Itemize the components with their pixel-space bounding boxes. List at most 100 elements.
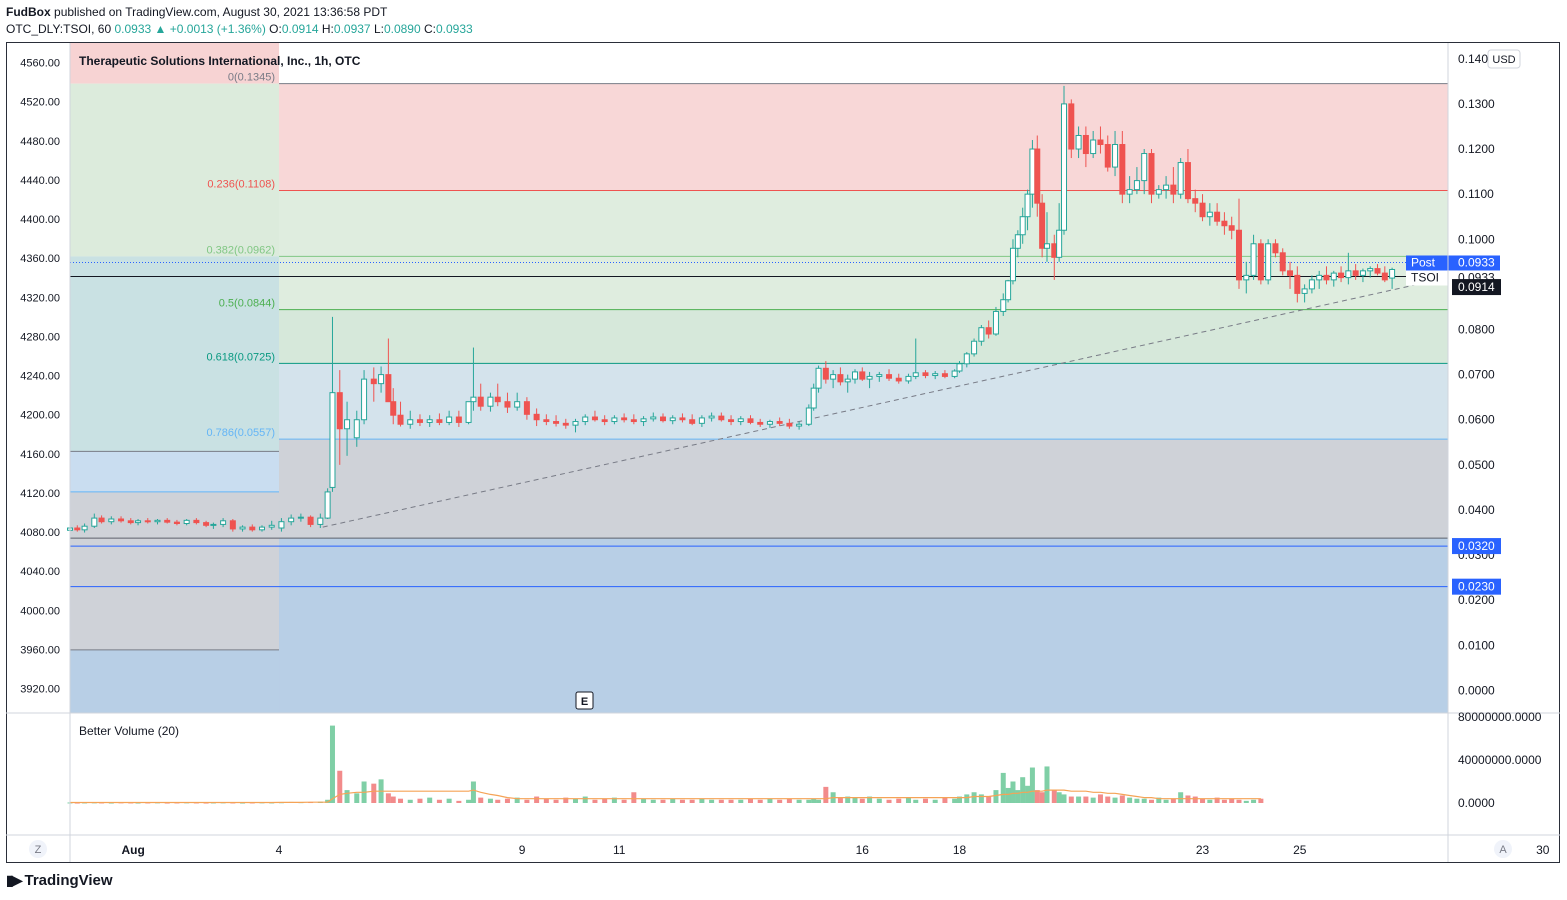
publisher-name[interactable]: FudBox	[6, 5, 51, 19]
candle-body	[1039, 202, 1046, 249]
candles	[67, 85, 1396, 533]
auto-scale-button[interactable]: A	[1494, 840, 1512, 858]
volume-bar	[689, 799, 695, 803]
high-value: 0.0937	[333, 22, 371, 36]
support-label-box	[1452, 538, 1501, 555]
candle-body	[416, 419, 423, 423]
left-price-axis[interactable]: 4560.00 4520.00 4480.00 4440.00 4400.00 4360.…	[20, 58, 60, 696]
right-axis-tick: 0.1100	[1458, 187, 1494, 201]
earnings-marker[interactable]: E	[575, 691, 594, 710]
candle-body	[1075, 134, 1082, 150]
volume-axis-tick: 80000000.0000	[1458, 710, 1542, 724]
candle-body	[572, 421, 579, 426]
auto-scale-letter: A	[1499, 844, 1507, 856]
volume-bar	[1141, 798, 1147, 803]
candle-body	[268, 524, 275, 528]
candle-body	[258, 526, 265, 531]
candle-body	[1082, 134, 1089, 155]
left-axis-tick: 4200.00	[20, 410, 60, 422]
candle-body	[1367, 268, 1374, 272]
volume-bar	[806, 799, 812, 803]
tradingview-mark-icon: ▮▶	[6, 872, 23, 888]
candle-body	[1250, 243, 1257, 276]
time-axis-tick: 4	[276, 843, 283, 857]
volume-bar	[1258, 798, 1264, 803]
candle-body	[611, 417, 618, 423]
candle-body	[1272, 243, 1279, 254]
currency-button[interactable]: USD	[1487, 49, 1521, 69]
candle-body	[1090, 139, 1097, 155]
candle-body	[514, 401, 521, 408]
right-axis-tick: 0.0500	[1458, 458, 1495, 472]
volume-bar	[747, 798, 753, 803]
fib-zone-previous	[70, 491, 280, 650]
candle-body	[426, 419, 433, 423]
close-label-box	[1452, 279, 1501, 296]
symbol-legend: OTC_DLY:TSOI, 60 0.0933 ▲ +0.0013 (+1.36…	[6, 22, 473, 36]
candle-body	[118, 518, 125, 522]
fib-zone-previous	[70, 649, 280, 713]
log-scale-button[interactable]: Z	[29, 840, 47, 858]
volume-bar	[543, 798, 549, 803]
right-price-axis[interactable]: 0.14000.13000.12000.11000.10000.09000.08…	[1458, 52, 1495, 698]
volume-bar	[436, 799, 442, 803]
candle-body	[679, 417, 686, 421]
trendline[interactable]	[322, 277, 1449, 528]
candle-body	[1068, 103, 1075, 150]
volume-bar	[1178, 792, 1184, 803]
candle-body	[822, 367, 829, 380]
candle-body	[985, 327, 992, 335]
post-label-name: Post	[1411, 255, 1436, 269]
volume-bar	[470, 781, 476, 803]
volume-pane	[67, 725, 1264, 804]
fib-level-label: 0.236(0.1108)	[207, 179, 275, 191]
time-axis-tick: Aug	[122, 843, 145, 857]
candle-body	[436, 419, 443, 423]
time-axis[interactable]: Aug49111618232530Sep7	[122, 843, 1567, 857]
fib-level-label: 0.5(0.0844)	[219, 298, 275, 310]
candle-body	[963, 353, 970, 365]
candle-body	[601, 419, 608, 423]
volume-bar	[1214, 797, 1220, 803]
volume-bar	[1156, 797, 1162, 803]
candle-body	[239, 526, 246, 530]
candle-body	[144, 520, 151, 523]
candle-body	[1014, 234, 1021, 249]
candle-body	[630, 419, 637, 423]
time-axis-tick: 11	[613, 843, 626, 857]
candle-body	[1214, 211, 1221, 222]
volume-bar	[1163, 799, 1169, 803]
fib-zone-previous	[70, 83, 280, 257]
volume-bar	[611, 797, 617, 803]
candle-body	[108, 518, 115, 523]
volume-bar	[876, 798, 882, 803]
left-axis-tick: 4520.00	[20, 97, 60, 109]
tradingview-logo[interactable]: ▮▶ TradingView	[6, 872, 113, 889]
last-price: 0.0933	[114, 22, 152, 36]
post-label-box	[1406, 255, 1500, 271]
low-label: L:	[373, 22, 384, 36]
candle-body	[487, 396, 494, 407]
left-axis-tick: 4120.00	[20, 488, 60, 500]
candle-body	[455, 416, 462, 423]
candle-body	[922, 372, 929, 377]
candle-body	[465, 401, 472, 423]
candle-body	[1005, 280, 1012, 301]
candle-body	[1177, 162, 1184, 195]
candle-body	[1148, 153, 1155, 195]
candle-body	[1170, 184, 1177, 195]
candle-body	[324, 491, 331, 519]
volume-bar	[845, 796, 851, 803]
volume-bar	[1039, 792, 1045, 803]
tradingview-wordmark: TradingView	[24, 872, 113, 889]
volume-bar	[1105, 796, 1111, 803]
left-axis-tick: 4160.00	[20, 449, 60, 461]
left-axis-tick: 4040.00	[20, 566, 60, 578]
high-label: H:	[321, 22, 334, 36]
candle-body	[698, 417, 705, 424]
volume-bar	[446, 798, 452, 803]
candle-body	[446, 416, 453, 423]
symbol-label-name: TSOI	[1411, 270, 1439, 284]
candle-body	[1133, 180, 1140, 191]
